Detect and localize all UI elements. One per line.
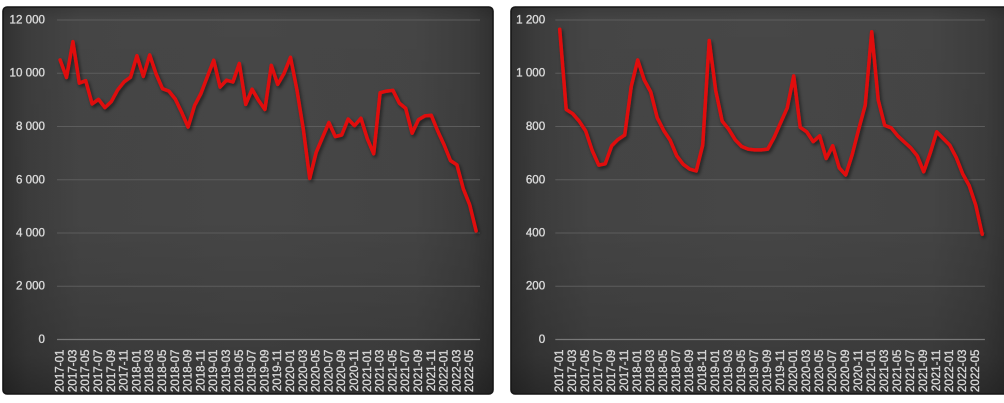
svg-text:2021-01: 2021-01 [361,350,374,393]
svg-text:6 000: 6 000 [16,173,45,186]
svg-text:2020-05: 2020-05 [310,350,323,393]
svg-text:2019-01: 2019-01 [207,350,220,393]
svg-text:2017-05: 2017-05 [579,350,592,393]
svg-text:2019-07: 2019-07 [246,350,259,393]
svg-text:2020-07: 2020-07 [826,350,839,393]
svg-text:2019-01: 2019-01 [709,350,722,393]
svg-text:2018-05: 2018-05 [156,350,169,393]
svg-text:2020-07: 2020-07 [322,350,335,393]
svg-text:2018-07: 2018-07 [670,350,683,393]
svg-text:2017-11: 2017-11 [618,350,631,392]
svg-text:2020-11: 2020-11 [348,350,361,392]
svg-text:2019-05: 2019-05 [233,350,246,393]
svg-text:2020-11: 2020-11 [852,350,865,392]
svg-text:2017-03: 2017-03 [566,350,579,393]
svg-text:2021-09: 2021-09 [917,350,930,393]
svg-text:2 000: 2 000 [16,280,45,293]
svg-text:2019-11: 2019-11 [271,350,284,392]
svg-text:2022-01: 2022-01 [943,350,956,393]
svg-text:2020-05: 2020-05 [813,350,826,393]
svg-text:2019-03: 2019-03 [722,350,735,393]
svg-text:2017-07: 2017-07 [592,350,605,393]
svg-text:2020-09: 2020-09 [839,350,852,393]
svg-text:0: 0 [39,333,45,346]
svg-text:2017-05: 2017-05 [79,350,92,393]
svg-text:2018-11: 2018-11 [194,350,207,392]
svg-text:2021-09: 2021-09 [412,350,425,393]
svg-text:2022-03: 2022-03 [450,350,463,393]
svg-text:2020-03: 2020-03 [297,350,310,393]
svg-text:2021-03: 2021-03 [374,350,387,393]
svg-text:0: 0 [539,333,545,346]
svg-text:2021-11: 2021-11 [425,350,438,392]
svg-text:2017-01: 2017-01 [54,350,67,393]
svg-text:2018-05: 2018-05 [657,350,670,393]
svg-text:2020-01: 2020-01 [787,350,800,393]
svg-text:2018-01: 2018-01 [130,350,143,393]
svg-text:2017-01: 2017-01 [553,350,566,393]
svg-text:2018-09: 2018-09 [182,350,195,393]
svg-text:800: 800 [526,120,545,133]
svg-text:600: 600 [526,173,545,186]
svg-text:2019-05: 2019-05 [735,350,748,393]
svg-text:2017-09: 2017-09 [105,350,118,393]
svg-text:2021-03: 2021-03 [878,350,891,393]
svg-text:2022-05: 2022-05 [463,350,476,393]
svg-text:2021-11: 2021-11 [930,350,943,392]
svg-text:400: 400 [526,227,545,240]
svg-text:2020-09: 2020-09 [335,350,348,393]
svg-text:2018-07: 2018-07 [169,350,182,393]
svg-text:2022-05: 2022-05 [969,350,982,393]
svg-text:2020-01: 2020-01 [284,350,297,393]
svg-text:2021-07: 2021-07 [399,350,412,393]
svg-text:2019-09: 2019-09 [761,350,774,393]
svg-text:2020-03: 2020-03 [800,350,813,393]
svg-text:2021-01: 2021-01 [865,350,878,393]
svg-text:8 000: 8 000 [16,120,45,133]
svg-text:2019-07: 2019-07 [748,350,761,393]
svg-text:2018-01: 2018-01 [631,350,644,393]
svg-text:200: 200 [526,280,545,293]
svg-text:12 000: 12 000 [10,14,45,27]
svg-text:2019-11: 2019-11 [774,350,787,392]
svg-text:2019-09: 2019-09 [258,350,271,393]
svg-text:2017-09: 2017-09 [605,350,618,393]
svg-text:2018-09: 2018-09 [683,350,696,393]
svg-text:2018-11: 2018-11 [696,350,709,392]
svg-text:2018-03: 2018-03 [143,350,156,393]
svg-text:2018-03: 2018-03 [644,350,657,393]
svg-text:2022-03: 2022-03 [956,350,969,393]
svg-text:10 000: 10 000 [10,67,45,80]
svg-text:2021-07: 2021-07 [904,350,917,393]
svg-text:2022-01: 2022-01 [438,350,451,393]
svg-text:2021-05: 2021-05 [891,350,904,393]
svg-text:2021-05: 2021-05 [386,350,399,393]
svg-text:2017-03: 2017-03 [66,350,79,393]
svg-text:2017-07: 2017-07 [92,350,105,393]
svg-text:4 000: 4 000 [16,227,45,240]
svg-text:1 000: 1 000 [516,67,545,80]
svg-text:2019-03: 2019-03 [220,350,233,393]
svg-text:2017-11: 2017-11 [118,350,131,392]
svg-text:1 200: 1 200 [516,14,545,27]
